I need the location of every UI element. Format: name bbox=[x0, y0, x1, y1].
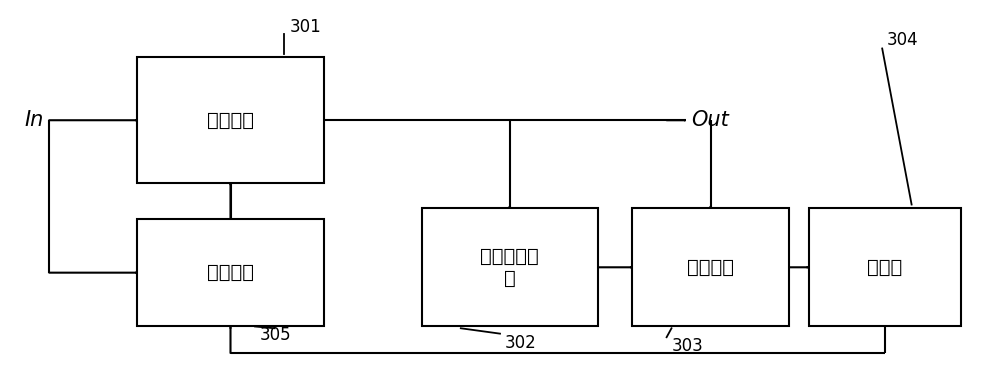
Text: 与门电路: 与门电路 bbox=[207, 111, 254, 130]
Text: 电荷泵: 电荷泵 bbox=[867, 258, 902, 277]
Text: 方波生成电
路: 方波生成电 路 bbox=[480, 247, 539, 288]
Bar bbox=[809, 208, 961, 326]
Text: 301: 301 bbox=[289, 18, 321, 36]
Bar bbox=[632, 208, 789, 326]
Bar bbox=[137, 57, 324, 183]
Text: 302: 302 bbox=[505, 334, 537, 352]
Text: In: In bbox=[25, 110, 44, 130]
Bar bbox=[422, 208, 598, 326]
Text: 303: 303 bbox=[672, 337, 703, 355]
Text: 304: 304 bbox=[887, 30, 919, 49]
Text: 延时电路: 延时电路 bbox=[207, 263, 254, 282]
Bar bbox=[137, 219, 324, 326]
Text: Out: Out bbox=[691, 110, 729, 130]
Text: 或门电路: 或门电路 bbox=[687, 258, 734, 277]
Text: 305: 305 bbox=[260, 326, 292, 344]
